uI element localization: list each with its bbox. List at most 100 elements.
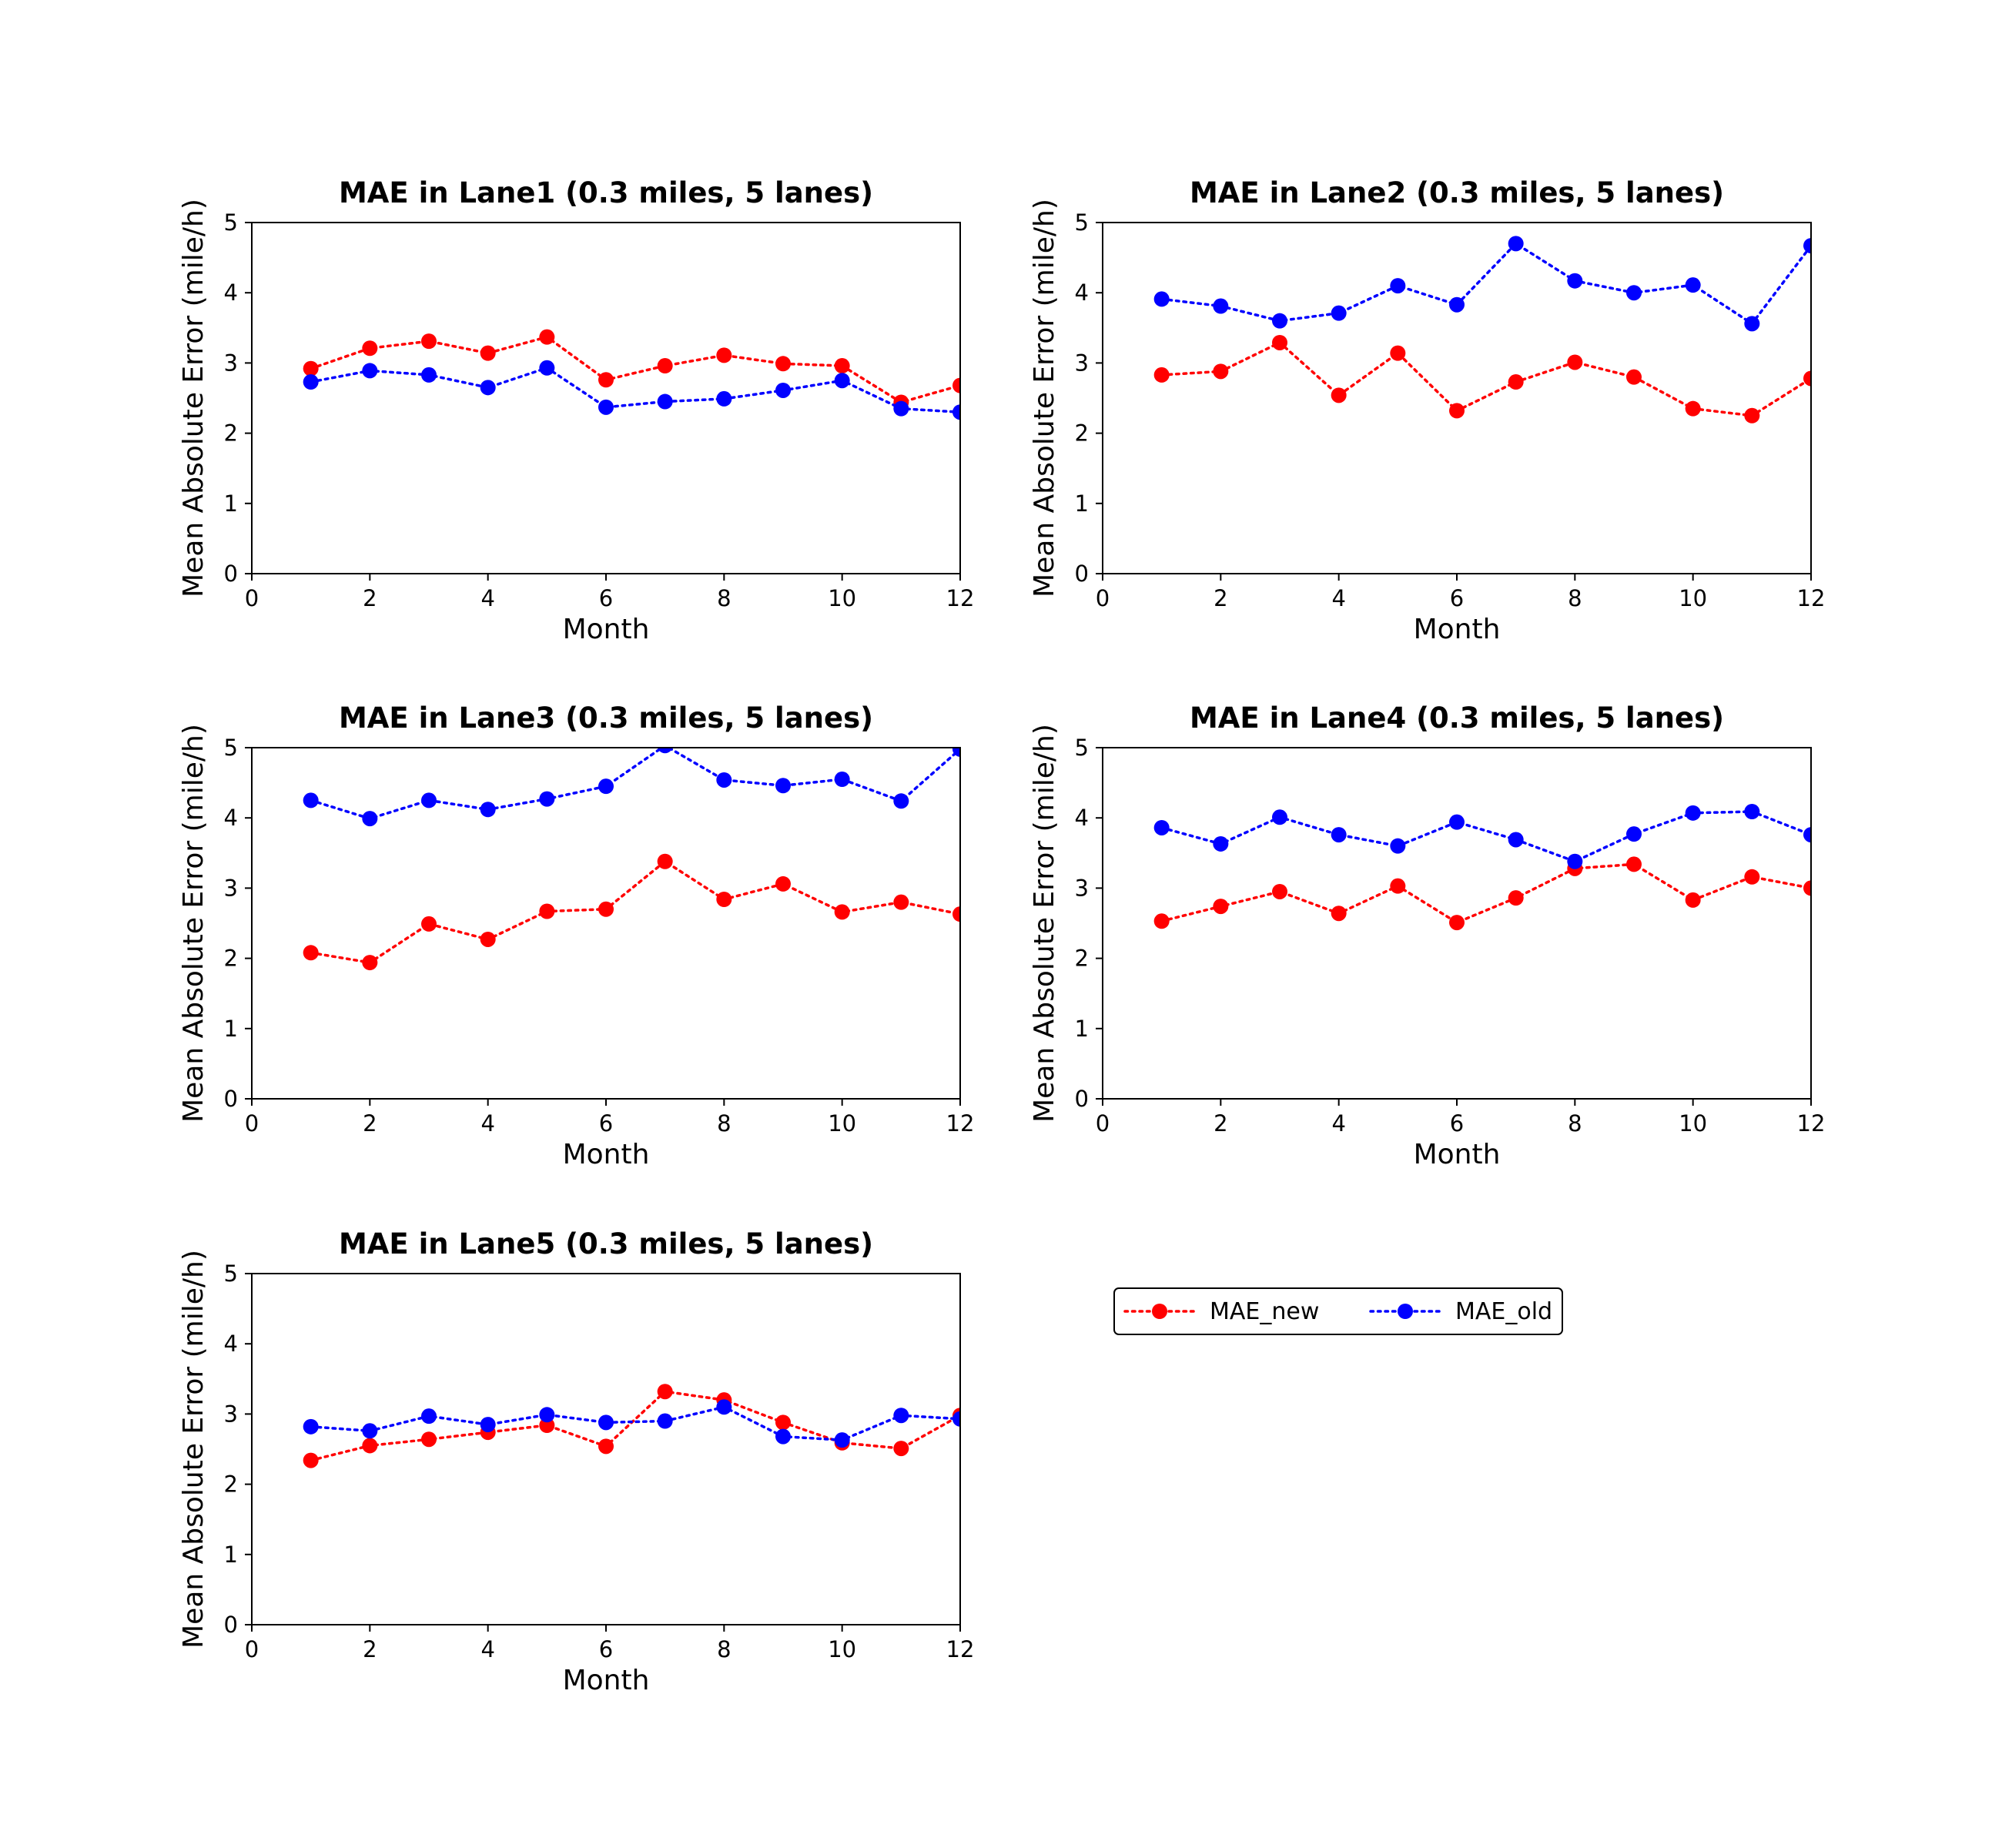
x-tick-label: 8 [717, 585, 731, 611]
data-point-mae-new [893, 1441, 909, 1457]
data-point-mae-new [1508, 890, 1524, 906]
data-point-mae-new [539, 329, 555, 345]
data-point-mae-old [1449, 296, 1465, 313]
data-point-mae-new [893, 894, 909, 910]
data-point-mae-new [362, 955, 378, 971]
plot-area [1153, 236, 1811, 424]
data-point-mae-new [421, 333, 437, 350]
data-point-mae-old [1449, 814, 1465, 830]
x-axis-label: Month [563, 1139, 650, 1170]
data-point-mae-old [716, 772, 732, 788]
legend-entry-mae-old: MAE_old [1369, 1298, 1552, 1325]
x-tick-label: 4 [1331, 585, 1345, 611]
data-point-mae-old [303, 792, 319, 808]
x-tick-label: 10 [1679, 1110, 1707, 1137]
data-point-mae-new [1567, 354, 1583, 370]
y-axis-label: Mean Absolute Error (mile/h) [178, 1250, 209, 1649]
y-tick-label: 4 [224, 280, 238, 306]
x-tick-label: 8 [1568, 1110, 1582, 1137]
x-tick-label: 0 [245, 1636, 259, 1662]
data-point-mae-old [1272, 313, 1287, 329]
x-tick-label: 8 [717, 1110, 731, 1137]
y-axis-label: Mean Absolute Error (mile/h) [1029, 199, 1060, 598]
data-point-mae-old [952, 404, 960, 420]
data-point-mae-old [598, 778, 614, 795]
y-tick-label: 5 [1075, 209, 1089, 236]
legend-box [1113, 1287, 1563, 1335]
data-point-mae-old [421, 1408, 437, 1424]
x-tick-label: 4 [480, 585, 494, 611]
data-point-mae-old [421, 367, 437, 383]
data-point-mae-new [362, 340, 378, 357]
series-line-mae-old [309, 366, 960, 413]
y-tick-label: 0 [224, 561, 238, 587]
x-tick-label: 6 [1450, 585, 1464, 611]
data-point-mae-new [1744, 407, 1760, 424]
x-tick-label: 2 [1214, 585, 1227, 611]
data-point-mae-new [1272, 334, 1287, 350]
y-tick-label: 4 [1075, 280, 1089, 306]
lane4-panel: MAE in Lane4 (0.3 miles, 5 lanes)0 2 4 6 8 10… [1029, 701, 1825, 1170]
data-point-mae-old [1744, 316, 1760, 332]
data-point-mae-old [1153, 291, 1170, 307]
x-tick-label: 6 [1450, 1110, 1464, 1137]
series-line-mae-new [309, 335, 960, 404]
x-tick-label: 0 [245, 1110, 259, 1137]
data-point-mae-new [775, 1414, 791, 1431]
data-point-mae-new [834, 358, 850, 374]
data-point-mae-old [1567, 273, 1583, 289]
panel-title: MAE in Lane1 (0.3 miles, 5 lanes) [339, 176, 873, 209]
data-point-mae-old [775, 1428, 791, 1445]
data-point-mae-old [1331, 305, 1347, 321]
data-point-mae-new [303, 1452, 319, 1468]
axes-frame [251, 747, 961, 1100]
data-point-mae-new [362, 1438, 378, 1454]
subplot-panels: MAE in Lane1 (0.3 miles, 5 lanes)0 2 4 6 8 10… [178, 176, 1825, 1696]
y-tick-label: 5 [224, 1260, 238, 1287]
x-tick-label: 12 [1797, 585, 1826, 611]
y-tick-label: 1 [224, 490, 238, 517]
legend-marker [1398, 1304, 1413, 1319]
series-line-mae-new [309, 1390, 960, 1462]
data-point-mae-old [657, 393, 673, 410]
x-tick-label: 8 [1568, 585, 1582, 611]
data-point-mae-new [598, 901, 614, 917]
data-point-mae-old [1390, 838, 1406, 854]
y-tick-label: 3 [224, 875, 238, 901]
series-line-mae-old [309, 1405, 960, 1441]
data-point-mae-new [657, 853, 673, 869]
data-point-mae-new [1508, 374, 1524, 390]
plot-area [1153, 803, 1811, 931]
data-point-mae-new [598, 372, 614, 388]
data-point-mae-new [1803, 370, 1811, 387]
data-point-mae-old [716, 390, 732, 407]
lane1-panel: MAE in Lane1 (0.3 miles, 5 lanes)0 2 4 6 8 10… [178, 176, 974, 645]
data-point-mae-new [421, 916, 437, 932]
data-point-mae-old [362, 1423, 378, 1439]
data-point-mae-new [1272, 883, 1287, 899]
data-point-mae-new [480, 931, 496, 947]
data-point-mae-new [1626, 369, 1642, 385]
legend-entry-mae-new: MAE_new [1123, 1298, 1319, 1325]
data-point-mae-new [1331, 906, 1347, 922]
y-tick-label: 0 [1075, 561, 1089, 587]
data-point-mae-old [1744, 803, 1760, 819]
data-point-mae-old [1331, 827, 1347, 843]
y-tick-label: 4 [224, 1331, 238, 1357]
x-axis-label: Month [1414, 614, 1501, 645]
data-point-mae-new [1626, 856, 1642, 872]
lane2-panel: MAE in Lane2 (0.3 miles, 5 lanes)0 2 4 6 8 10… [1029, 176, 1825, 645]
axes-frame [251, 1273, 961, 1625]
data-point-mae-new [539, 1417, 555, 1433]
y-axis-label: Mean Absolute Error (mile/h) [178, 724, 209, 1123]
data-point-mae-new [775, 356, 791, 372]
axes-frame [251, 222, 961, 574]
data-point-mae-old [598, 1414, 614, 1431]
data-point-mae-old [1685, 277, 1701, 293]
data-point-mae-old [775, 382, 791, 398]
y-tick-label: 2 [224, 420, 238, 447]
data-point-mae-new [480, 345, 496, 361]
data-point-mae-new [1153, 913, 1170, 929]
data-point-mae-old [1803, 238, 1811, 254]
